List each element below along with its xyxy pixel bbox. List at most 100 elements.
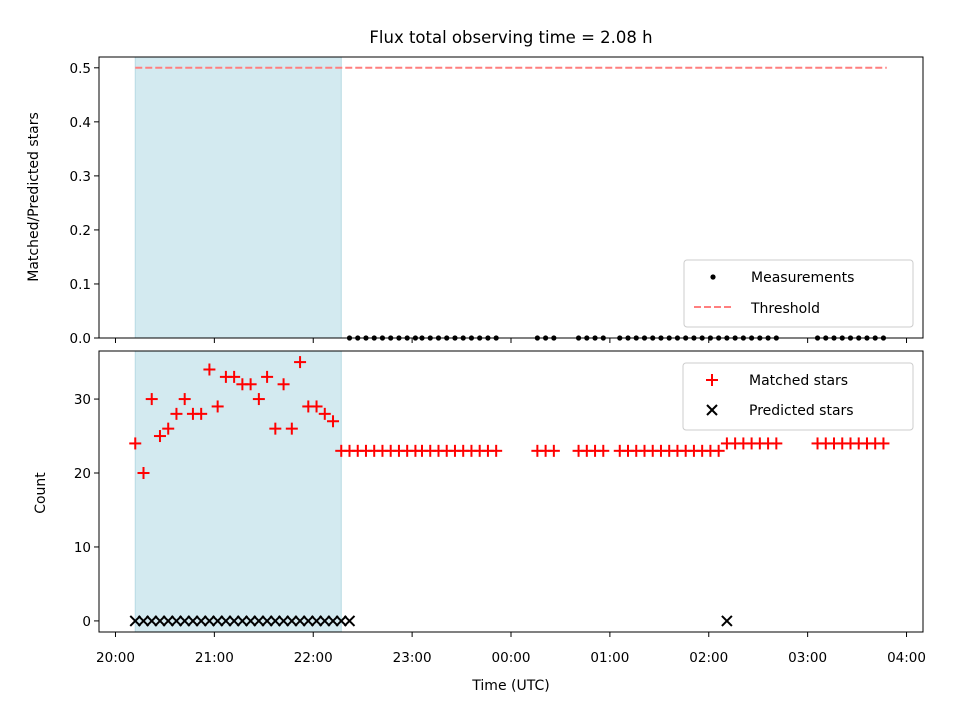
predicted-star-point	[721, 615, 733, 627]
bottom-y-tick-label: 10	[74, 540, 91, 556]
top-y-axis-label: Matched/Predicted stars	[26, 112, 42, 282]
matched-star-point	[244, 378, 257, 391]
legend-matched-label: Matched stars	[749, 373, 848, 389]
predicted-star-point	[335, 615, 347, 627]
predicted-star-point	[244, 615, 257, 627]
predicted-star-point	[137, 615, 150, 627]
top-panel: 0.0 0.1 0.2 0.3 0.4 0.5 Matched/Predicted sta…	[26, 56, 924, 347]
chart-title: Flux total observing time = 2.08 h	[369, 28, 652, 47]
top-y-axis: 0.0 0.1 0.2 0.3 0.4 0.5	[70, 61, 99, 347]
bottom-y-axis: 0 10 20 30	[74, 392, 99, 630]
matched-star-point	[137, 467, 150, 480]
bottom-x-axis: 20:00 21:00 22:00 23:00 00:00 01:00 02:00 03:00…	[96, 632, 926, 666]
bottom-x-tick-label: 04:00	[887, 650, 926, 666]
bottom-x-tick-label: 00:00	[492, 650, 531, 666]
top-legend: Measurements Threshold	[683, 259, 914, 328]
predicted-star-point	[277, 615, 290, 627]
matched-star-point	[170, 407, 183, 420]
top-y-tick-label: 0.4	[70, 115, 91, 131]
bottom-y-tick-label: 0	[82, 614, 91, 630]
matched-star-point	[547, 444, 560, 457]
predicted-star-point	[228, 615, 240, 627]
matched-star-point	[285, 422, 298, 435]
matched-star-point	[712, 444, 725, 457]
top-y-tick-label: 0.2	[70, 223, 91, 239]
legend-threshold-label: Threshold	[750, 301, 820, 317]
predicted-star-point	[327, 615, 339, 627]
predicted-star-point	[236, 615, 249, 627]
bottom-y-tick-label: 30	[74, 392, 91, 408]
bottom-shaded-region	[134, 350, 342, 633]
legend-predicted-marker	[706, 404, 718, 416]
bottom-panel: 0 10 20 30 20:00 21:00 22:00 23:00 00:00 01:00 02…	[33, 350, 926, 694]
top-y-tick-label: 0.0	[70, 331, 91, 347]
matched-star-point	[327, 415, 340, 428]
top-y-tick-label: 0.1	[70, 277, 91, 293]
bottom-x-tick-label: 22:00	[294, 650, 333, 666]
bottom-x-tick-label: 01:00	[590, 650, 629, 666]
matched-star-point	[129, 437, 142, 450]
matched-star-point	[203, 363, 216, 376]
predicted-stars-series	[129, 615, 733, 627]
matched-star-point	[277, 378, 290, 391]
predicted-star-point	[269, 615, 282, 627]
matched-star-point	[770, 437, 783, 450]
matched-star-point	[597, 444, 610, 457]
legend-predicted-label: Predicted stars	[749, 403, 854, 419]
bottom-x-tick-label: 23:00	[393, 650, 432, 666]
top-legend-box	[683, 259, 914, 328]
matched-star-point	[294, 356, 307, 369]
legend-measurements-marker	[710, 274, 716, 280]
bottom-legend: Matched stars Predicted stars	[682, 362, 914, 431]
matched-star-point	[195, 407, 208, 420]
bottom-x-tick-label: 03:00	[788, 650, 827, 666]
matched-star-point	[228, 370, 241, 383]
matched-star-point	[490, 444, 503, 457]
matched-star-point	[318, 407, 331, 420]
matched-star-point	[310, 400, 323, 413]
bottom-plot-frame	[98, 350, 924, 633]
matched-star-point	[261, 370, 274, 383]
matched-star-point	[178, 393, 191, 406]
bottom-x-tick-label: 02:00	[689, 650, 728, 666]
top-y-tick-label: 0.3	[70, 169, 91, 185]
bottom-legend-box	[682, 362, 914, 431]
predicted-star-point	[319, 615, 331, 627]
predicted-star-point	[170, 615, 183, 627]
bottom-y-tick-label: 20	[74, 466, 91, 482]
predicted-star-point	[203, 615, 216, 627]
predicted-star-point	[294, 615, 306, 627]
predicted-star-point	[310, 615, 323, 627]
predicted-star-point	[178, 615, 191, 627]
bottom-x-tick-label: 20:00	[96, 650, 135, 666]
top-shaded-region	[134, 56, 342, 339]
matched-star-point	[153, 430, 166, 443]
matched-star-point	[145, 393, 158, 406]
matched-star-point	[877, 437, 890, 450]
predicted-star-point	[154, 615, 166, 627]
legend-measurements-label: Measurements	[751, 270, 854, 286]
top-plot-frame	[98, 56, 924, 339]
predicted-star-point	[286, 615, 298, 627]
legend-matched-marker	[706, 374, 718, 386]
predicted-star-point	[146, 615, 158, 627]
matched-star-point	[211, 400, 224, 413]
predicted-star-point	[195, 615, 207, 627]
predicted-star-point	[220, 615, 232, 627]
matched-star-point	[252, 393, 265, 406]
predicted-star-point	[261, 615, 273, 627]
bottom-y-axis-label: Count	[33, 472, 49, 514]
matched-star-point	[162, 422, 175, 435]
matched-stars-series	[129, 356, 890, 480]
top-y-tick-label: 0.5	[70, 61, 91, 77]
predicted-star-point	[162, 615, 174, 627]
predicted-star-point	[211, 615, 224, 627]
bottom-x-tick-label: 21:00	[195, 650, 234, 666]
x-axis-label: Time (UTC)	[471, 678, 549, 694]
predicted-star-point	[343, 615, 356, 627]
predicted-star-point	[129, 615, 141, 627]
predicted-star-point	[253, 615, 265, 627]
predicted-star-point	[302, 615, 315, 627]
predicted-star-point	[187, 615, 199, 627]
